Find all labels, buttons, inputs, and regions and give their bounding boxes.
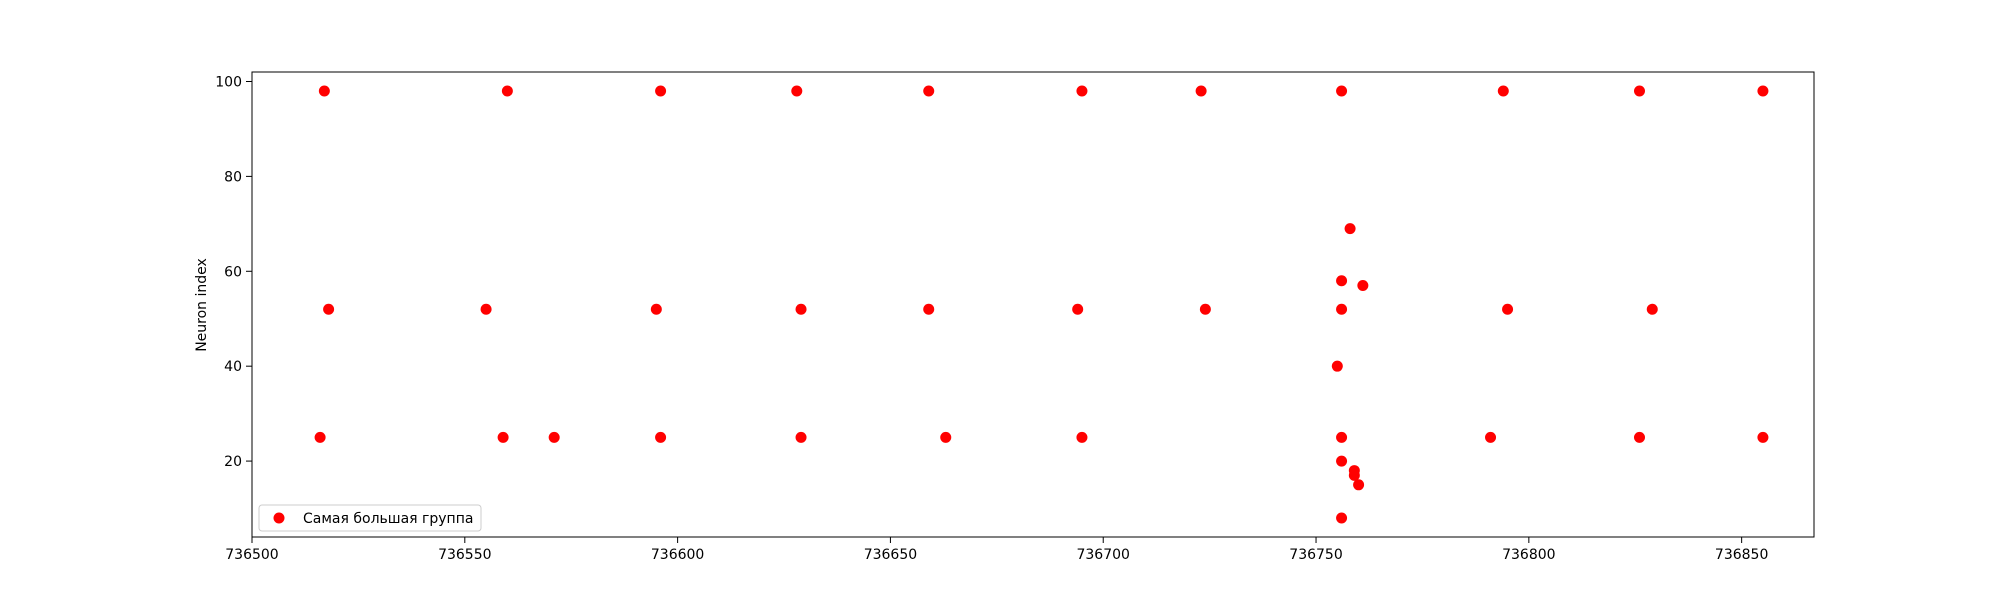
legend-entry-label: Самая большая группа — [303, 511, 473, 527]
data-point — [480, 303, 492, 315]
data-point — [940, 431, 952, 443]
data-point — [791, 85, 803, 97]
y-axis-ticks: 20 40 60 80 100 — [215, 74, 252, 470]
data-point — [1076, 85, 1088, 97]
plot-frame — [251, 71, 1815, 538]
x-tick-label: 736750 — [1289, 547, 1342, 563]
data-point — [1336, 512, 1348, 524]
data-point — [1336, 455, 1348, 467]
legend-marker — [273, 512, 285, 524]
data-point — [1353, 479, 1365, 491]
data-point — [1633, 431, 1645, 443]
data-point — [650, 303, 662, 315]
data-point — [501, 85, 513, 97]
data-point — [323, 303, 335, 315]
plot-area — [252, 72, 1814, 537]
data-point — [1072, 303, 1084, 315]
x-axis-ticks: 736500 736550 736600 736650 736700 736750 7368… — [225, 537, 1768, 563]
data-point — [923, 85, 935, 97]
data-point — [1076, 431, 1088, 443]
data-point — [1336, 303, 1348, 315]
y-tick-label: 80 — [224, 169, 242, 185]
data-point — [1199, 303, 1211, 315]
legend: Самая большая группа — [258, 504, 482, 532]
data-point — [1757, 431, 1769, 443]
x-tick-label: 736500 — [225, 547, 278, 563]
data-point — [1336, 85, 1348, 97]
data-point — [1348, 469, 1360, 481]
data-point — [1336, 431, 1348, 443]
y-tick-label: 40 — [224, 359, 242, 375]
data-point — [1485, 431, 1497, 443]
data-point — [1331, 360, 1343, 372]
data-point — [1646, 303, 1658, 315]
data-point — [497, 431, 509, 443]
x-tick-label: 736650 — [864, 547, 917, 563]
data-point — [923, 303, 935, 315]
x-tick-label: 736550 — [438, 547, 491, 563]
data-points — [314, 85, 1769, 524]
data-point — [1757, 85, 1769, 97]
y-tick-label: 20 — [224, 454, 242, 470]
data-point — [318, 85, 330, 97]
x-tick-label: 736850 — [1715, 547, 1768, 563]
data-point — [795, 431, 807, 443]
x-tick-label: 736800 — [1502, 547, 1555, 563]
data-point — [655, 85, 667, 97]
x-tick-label: 736600 — [651, 547, 704, 563]
data-point — [1195, 85, 1207, 97]
data-point — [795, 303, 807, 315]
data-point — [655, 431, 667, 443]
data-point — [1502, 303, 1514, 315]
data-point — [1344, 223, 1356, 235]
data-point — [1336, 275, 1348, 287]
data-point — [314, 431, 326, 443]
y-tick-label: 100 — [215, 74, 242, 90]
data-point — [1497, 85, 1509, 97]
data-point — [1633, 85, 1645, 97]
y-axis-label: Neuron index — [194, 258, 210, 352]
x-tick-label: 736700 — [1076, 547, 1129, 563]
data-point — [1357, 280, 1369, 292]
y-tick-label: 60 — [224, 264, 242, 280]
legend-box — [258, 504, 482, 532]
data-point — [548, 431, 560, 443]
